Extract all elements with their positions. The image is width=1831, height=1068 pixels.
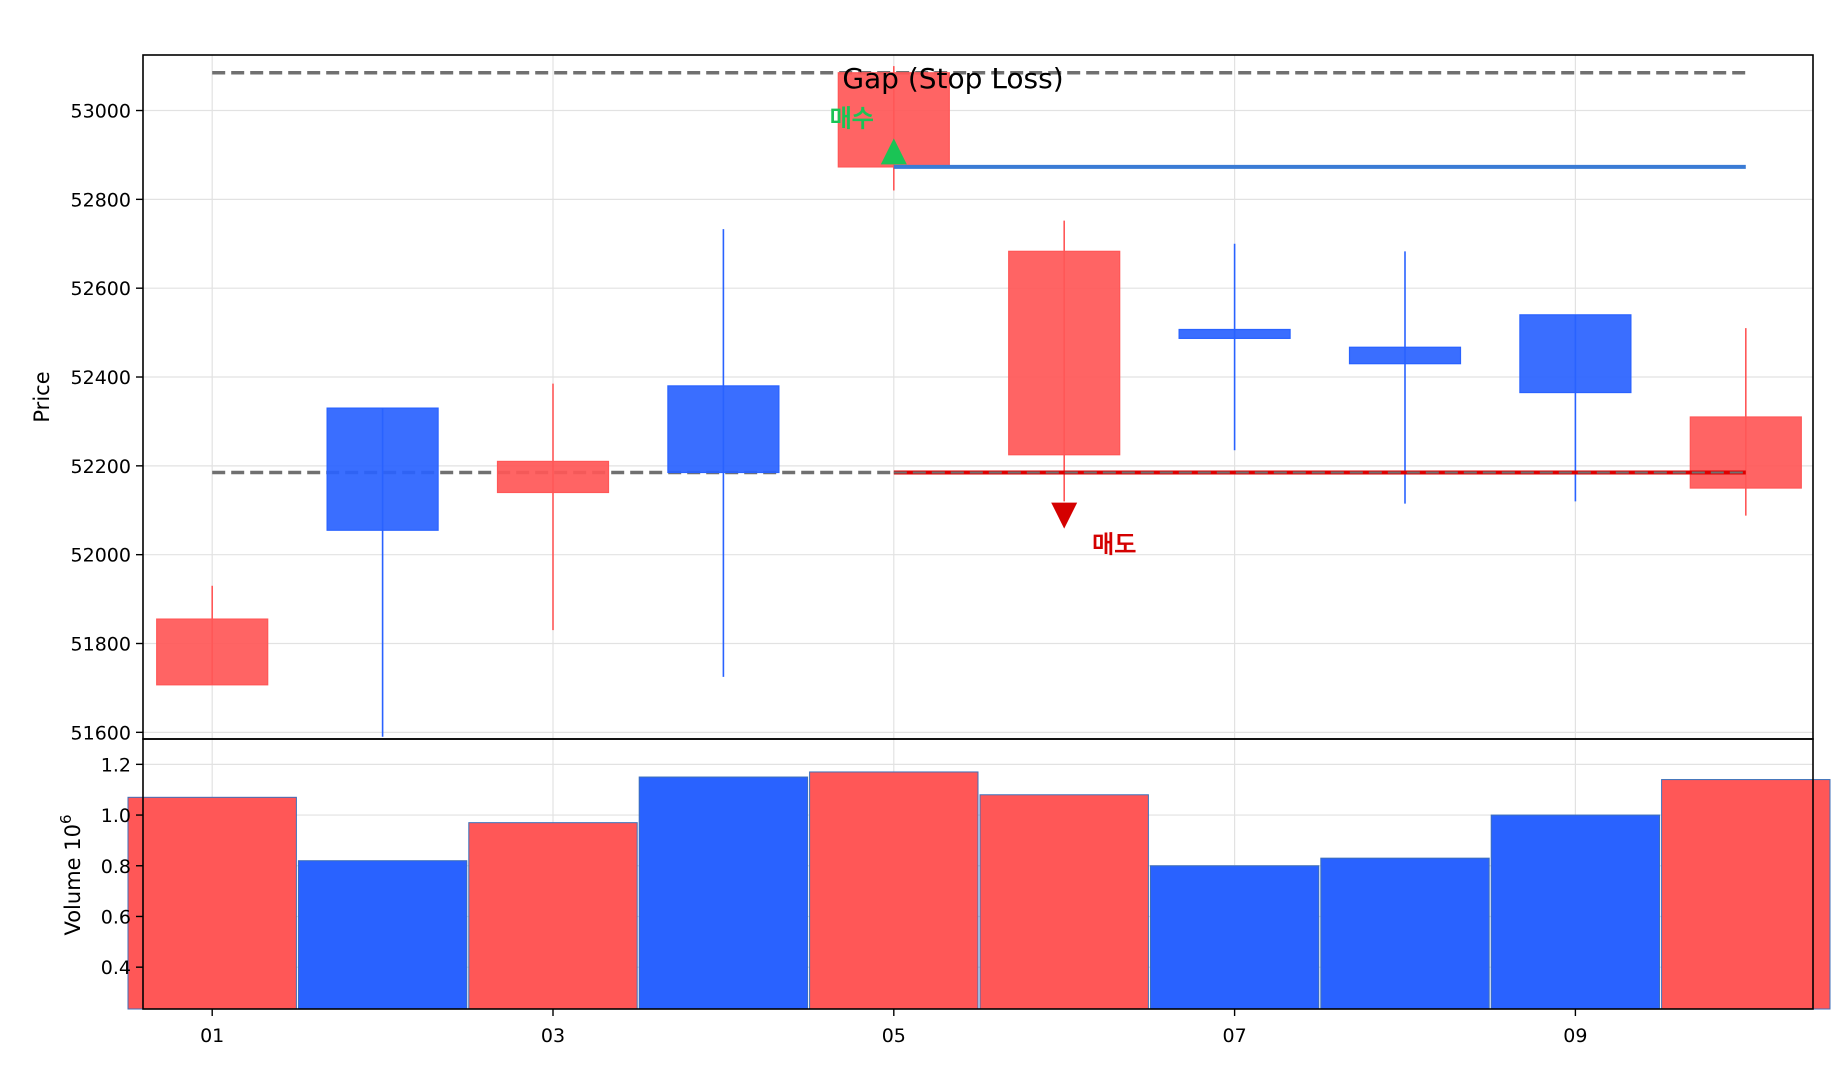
volume-bar <box>809 771 979 1010</box>
candle-body <box>667 385 780 474</box>
volume-panel-frame <box>142 738 1814 1010</box>
candle <box>667 229 780 677</box>
sell-marker-icon <box>1051 502 1078 529</box>
volume-bar <box>127 796 297 1010</box>
price-y-tick-label: 51800 <box>71 634 131 656</box>
reference-lines <box>212 71 1746 475</box>
volume-axis-label: Volume 106 <box>57 814 85 935</box>
x-axis: 01 03 05 07 09 <box>200 1009 1587 1047</box>
x-tick-label: 09 <box>1563 1025 1587 1047</box>
candle <box>1689 328 1802 516</box>
volume-y-tick-label: 1.2 <box>101 754 131 776</box>
buy-marker-icon <box>880 138 907 165</box>
volume-y-tick-label: 0.8 <box>101 856 131 878</box>
volume-axis-exponent: 6 <box>57 814 75 824</box>
price-y-tick-label: 52200 <box>71 456 131 478</box>
x-tick-label: 03 <box>541 1025 565 1047</box>
candle <box>1519 314 1632 502</box>
candle <box>156 585 269 686</box>
price-axis-label: Price <box>30 371 54 422</box>
volume-bar <box>1661 779 1831 1010</box>
candle-body <box>1348 346 1462 365</box>
candle <box>1178 243 1291 451</box>
volume-y-axis: 0.4 0.6 0.8 1.0 1.2 Volume 106 <box>57 754 143 979</box>
volume-bar <box>1149 865 1320 1010</box>
candle-body <box>1689 416 1802 489</box>
candles <box>156 66 1802 737</box>
volume-y-tick-label: 0.6 <box>101 906 131 928</box>
volume-bar <box>297 860 468 1010</box>
volume-bar <box>1490 814 1661 1010</box>
sell-marker-label: 매도 <box>1092 531 1136 559</box>
candle <box>496 383 610 631</box>
volume-axis-label-text: Volume 10 <box>61 824 85 936</box>
position-lines <box>893 164 1746 475</box>
x-tick-label: 05 <box>882 1025 906 1047</box>
candle-body <box>1008 250 1121 456</box>
chart-title: Gap (Stop Loss) <box>842 62 1063 95</box>
price-panel-frame <box>142 54 1814 740</box>
price-y-tick-label: 52400 <box>71 367 131 389</box>
price-y-tick-label: 52800 <box>71 189 131 211</box>
candle-body <box>1519 314 1632 394</box>
volume-bar <box>468 822 638 1010</box>
price-y-tick-label: 53000 <box>71 101 131 123</box>
candle-body <box>326 407 439 531</box>
volume-bar <box>979 794 1149 1010</box>
candle <box>326 407 439 737</box>
x-tick-label: 01 <box>200 1025 224 1047</box>
x-tick-label: 07 <box>1223 1025 1247 1047</box>
candle-body <box>1178 328 1291 339</box>
volume-y-tick-label: 1.0 <box>101 805 131 827</box>
candle-body <box>156 618 269 686</box>
candle-body <box>496 460 610 494</box>
candle <box>1348 251 1462 504</box>
candle <box>1008 220 1121 502</box>
price-y-tick-label: 51600 <box>71 722 131 744</box>
price-y-axis: 51600 51800 52000 52200 52400 52600 52800 53000… <box>30 101 143 744</box>
volume-bars <box>127 771 1831 1010</box>
volume-bar <box>1320 857 1490 1010</box>
buy-marker-label: 매수 <box>830 104 874 132</box>
volume-bar <box>638 776 809 1010</box>
volume-y-tick-label: 0.4 <box>101 957 131 979</box>
price-y-tick-label: 52000 <box>71 545 131 567</box>
price-y-tick-label: 52600 <box>71 278 131 300</box>
